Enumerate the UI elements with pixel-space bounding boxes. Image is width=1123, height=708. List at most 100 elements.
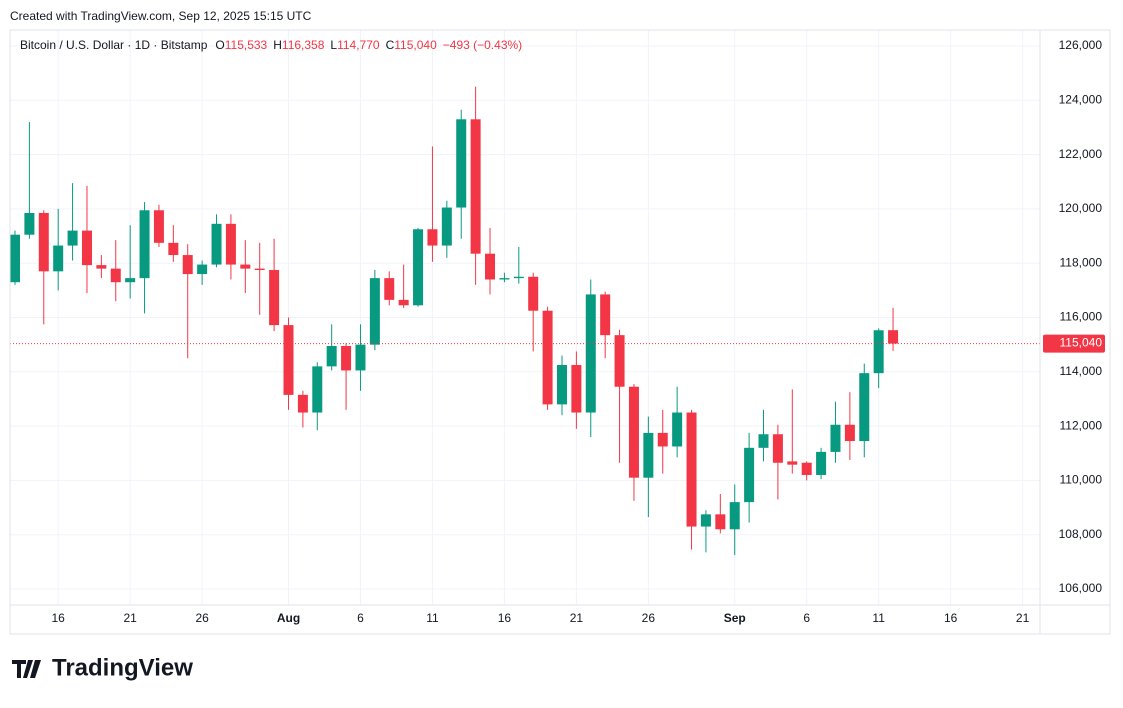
candle-body — [643, 432, 654, 478]
candle-body — [816, 451, 827, 475]
legend-change: −493 (−0.43%) — [443, 38, 522, 52]
candle-body — [657, 432, 668, 447]
y-tick-label: 126,000 — [1059, 38, 1103, 52]
legend-name: Bitcoin / U.S. Dollar · 1D · Bitstamp — [20, 38, 208, 52]
legend: Bitcoin / U.S. Dollar · 1D · Bitstamp O11… — [20, 38, 522, 52]
candle-body — [485, 253, 496, 280]
candle-body — [888, 330, 899, 344]
candle-body — [528, 276, 539, 311]
candle-body — [413, 229, 424, 306]
candle-body — [700, 514, 711, 527]
y-tick-label: 118,000 — [1060, 255, 1103, 269]
candle-body — [398, 299, 409, 306]
y-tick-label: 106,000 — [1059, 581, 1103, 595]
x-tick-label: 6 — [357, 611, 364, 625]
candle-body — [297, 394, 308, 413]
legend-key: H — [273, 38, 282, 52]
x-tick-label: Aug — [277, 611, 300, 625]
candle-body — [801, 462, 812, 475]
plot-area — [10, 30, 1040, 605]
candle-body — [542, 310, 553, 405]
candle-body — [240, 264, 251, 269]
candle-body — [456, 119, 467, 208]
candle-body — [96, 265, 107, 269]
y-tick-label: 112,000 — [1060, 418, 1103, 432]
candle-body — [744, 447, 755, 503]
candle-body — [859, 373, 870, 442]
candle-body — [686, 412, 697, 527]
candle-body — [384, 278, 395, 300]
header: Created with TradingView.com, Sep 12, 20… — [10, 9, 312, 23]
candle-body — [153, 210, 164, 243]
candle-body — [53, 245, 64, 272]
y-tick-label: 110,000 — [1060, 473, 1103, 487]
candle-body — [312, 366, 323, 413]
x-tick-label: 11 — [872, 611, 885, 625]
candle-body — [772, 434, 783, 463]
candle-body — [441, 207, 452, 246]
candle-body — [600, 294, 611, 336]
last-price-tag — [1043, 334, 1105, 353]
candle-body — [614, 335, 625, 387]
candle-body — [556, 365, 567, 405]
candle-body — [225, 223, 236, 265]
candle-body — [125, 278, 136, 283]
candle-body — [715, 514, 726, 530]
legend-value: 114,770 — [337, 38, 380, 52]
legend-key: O — [215, 38, 224, 52]
y-tick-label: 116,000 — [1060, 310, 1103, 324]
candle-body — [873, 330, 884, 374]
candle-body — [499, 278, 510, 280]
candle-body — [369, 278, 380, 345]
candle-body — [355, 344, 366, 371]
x-tick-label: 16 — [52, 611, 66, 625]
legend-value: 116,358 — [282, 38, 325, 52]
candle-body — [254, 268, 265, 270]
y-tick-label: 108,000 — [1059, 527, 1103, 541]
candle-body — [10, 234, 20, 283]
candle-body — [787, 461, 798, 465]
candle-body — [470, 119, 481, 254]
candle-body — [729, 502, 740, 530]
y-tick-label: 114,000 — [1060, 364, 1103, 378]
y-tick-label: 122,000 — [1059, 147, 1103, 161]
candle-body — [585, 294, 596, 413]
candle-body — [672, 412, 683, 447]
legend-value: 115,040 — [394, 38, 437, 52]
legend-key: C — [386, 38, 395, 52]
y-tick-label: 120,000 — [1059, 201, 1103, 215]
candle-body — [182, 255, 193, 275]
candle-body — [67, 230, 78, 246]
candle-body — [326, 346, 337, 367]
candle-body — [81, 230, 92, 266]
x-tick-label: 11 — [426, 611, 439, 625]
candle-body — [758, 434, 769, 448]
legend-value: 115,533 — [225, 38, 268, 52]
x-tick-label: 16 — [944, 611, 958, 625]
frame — [9, 29, 1111, 635]
x-tick-label: 21 — [570, 611, 584, 625]
x-tick-label: 21 — [1016, 611, 1030, 625]
last-price-label: 115,040 — [1060, 336, 1103, 350]
candle-body — [110, 268, 121, 283]
candle-body — [197, 264, 208, 275]
candle-body — [830, 424, 841, 452]
candle-body — [139, 210, 150, 279]
candle-body — [513, 276, 524, 279]
candle-body — [427, 229, 438, 246]
x-tick-label: 16 — [498, 611, 512, 625]
brand-logo: TradingView — [12, 654, 193, 681]
x-tick-label: 21 — [123, 611, 137, 625]
candle-body — [24, 212, 35, 235]
x-tick-label: 26 — [642, 611, 656, 625]
x-tick-label: 26 — [195, 611, 209, 625]
candle-body — [571, 365, 582, 413]
candle-body — [168, 242, 179, 256]
candle-body — [628, 386, 639, 478]
legend-key: L — [330, 38, 337, 52]
y-tick-label: 124,000 — [1059, 92, 1103, 106]
candle-body — [283, 325, 294, 395]
candle-body — [211, 223, 222, 265]
